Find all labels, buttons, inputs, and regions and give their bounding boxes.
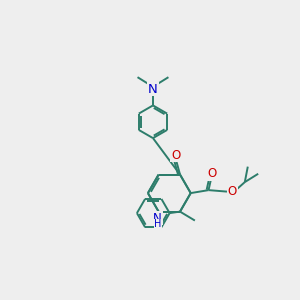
Text: O: O (228, 185, 237, 198)
Text: O: O (207, 167, 216, 180)
Text: O: O (171, 149, 180, 162)
Text: N: N (153, 212, 162, 225)
Text: H: H (154, 219, 161, 229)
Text: N: N (148, 82, 158, 96)
